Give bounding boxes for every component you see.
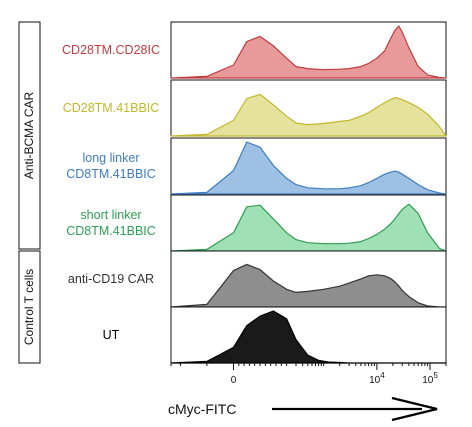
x-tick-label-2: 104: [369, 371, 385, 386]
row-label-long-linker-cd8tm-41bbic-line-2: CD8TM.41BBIC: [66, 167, 156, 181]
panel-ut: [170, 306, 447, 364]
histogram-cd28tm-cd28ic: [170, 25, 447, 79]
row-label-short-linker-cd8tm-41bbic-line-2: CD8TM.41BBIC: [66, 224, 156, 238]
panel-anti-cd19-car: [170, 250, 447, 308]
row-label-anti-cd19-car-line-1: anti-CD19 CAR: [68, 272, 154, 286]
panel-cd28tm-cd28ic: [170, 21, 447, 79]
histogram-long-linker-cd8tm-41bbic: [170, 141, 447, 195]
group-box-control-t-cells: [18, 250, 41, 364]
group-bracket-layer: Anti-BCMA CAR Control T cells: [18, 21, 41, 364]
group-label-anti-bcma-car: Anti-BCMA CAR: [22, 91, 36, 179]
x-tick-label-3: 105: [422, 371, 438, 386]
panel-short-linker-cd8tm-41bbic: [170, 194, 447, 252]
panel-cd28tm-41bbic: [170, 79, 447, 137]
x-axis: 0 104 105: [170, 363, 447, 386]
panel-frame-ut: [170, 306, 447, 364]
row-label-cd28tm-41bbic-line-1: CD28TM.41BBIC: [63, 101, 160, 115]
row-label-short-linker-cd8tm-41bbic-line-1: short linker: [80, 208, 141, 222]
group-label-control-t-cells: Control T cells: [22, 269, 36, 345]
group-box-anti-bcma-car: [18, 21, 41, 250]
row-label-ut-line-1: UT: [103, 328, 120, 342]
x-tick-label-1: 0: [231, 375, 237, 386]
x-axis-label: cMyc-FITC: [168, 401, 236, 417]
histogram-anti-cd19-car: [170, 263, 447, 308]
histogram-short-linker-cd8tm-41bbic: [170, 203, 447, 252]
row-label-cd28tm-cd28ic-line-1: CD28TM.CD28IC: [62, 43, 160, 57]
histogram-cd28tm-41bbic: [170, 93, 447, 137]
direction-arrow: [272, 396, 438, 422]
panel-long-linker-cd8tm-41bbic: [170, 137, 447, 195]
row-label-layer: CD28TM.CD28IC CD28TM.41BBIC long linker CD8…: [62, 43, 160, 342]
histogram-ut: [170, 310, 447, 364]
histogram-panels: [170, 21, 447, 364]
row-label-long-linker-cd8tm-41bbic-line-1: long linker: [83, 151, 140, 165]
